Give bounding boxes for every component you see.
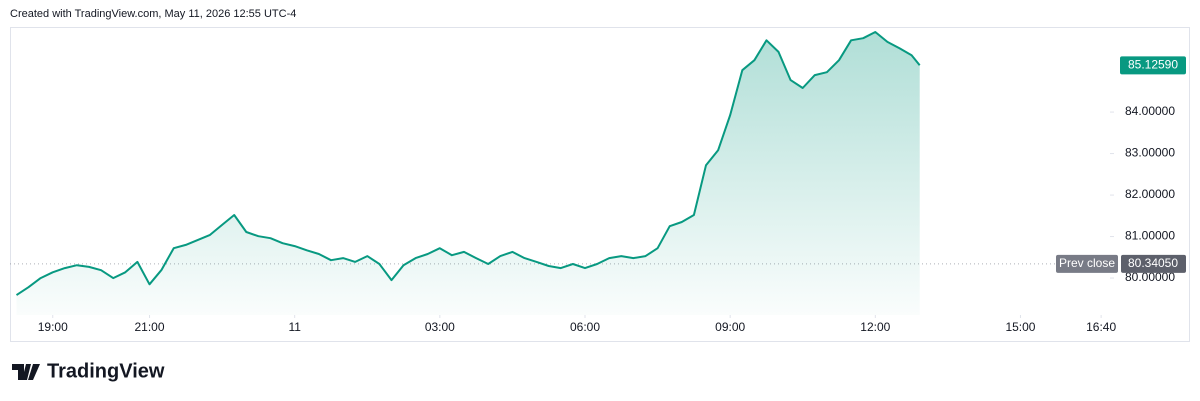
y-tick-label: 83.00000 [1125, 146, 1175, 160]
prev-close-name-box [1056, 254, 1118, 273]
x-tick-label: 15:00 [1005, 320, 1035, 334]
x-tick-label: 03:00 [425, 320, 455, 334]
last-price-box [1120, 56, 1186, 75]
chart-frame [10, 27, 1190, 342]
y-tick-label: 80.00000 [1125, 270, 1175, 284]
x-tick-label: 06:00 [570, 320, 600, 334]
x-tick-label: 19:00 [38, 320, 68, 334]
logo-text: TradingView [47, 360, 165, 382]
area-fill [16, 32, 920, 315]
price-line [15, 31, 921, 296]
x-tick-label: 21:00 [135, 320, 165, 334]
x-tick-label: 16:40 [1086, 320, 1116, 334]
y-tick-label: 82.00000 [1125, 187, 1175, 201]
logo: TradingView [12, 360, 165, 382]
x-tick-label: 09:00 [715, 320, 745, 334]
prev-close-label: 80.34050 [1128, 256, 1178, 270]
prev-close-name: Prev close [1059, 256, 1115, 270]
logo-icon [12, 364, 40, 380]
x-tick-label: 11 [288, 320, 301, 334]
x-tick-label: 12:00 [860, 320, 890, 334]
plot: 80.00000 81.00000 82.00000 83.00000 84.00000… [10, 31, 1186, 334]
header-note: Created with TradingView.com, May 11, 20… [10, 8, 296, 20]
prev-close-box [1121, 254, 1186, 273]
last-price-label: 85.12590 [1128, 58, 1178, 72]
y-tick-label: 81.00000 [1125, 229, 1175, 243]
y-tick-label: 84.00000 [1125, 104, 1175, 118]
